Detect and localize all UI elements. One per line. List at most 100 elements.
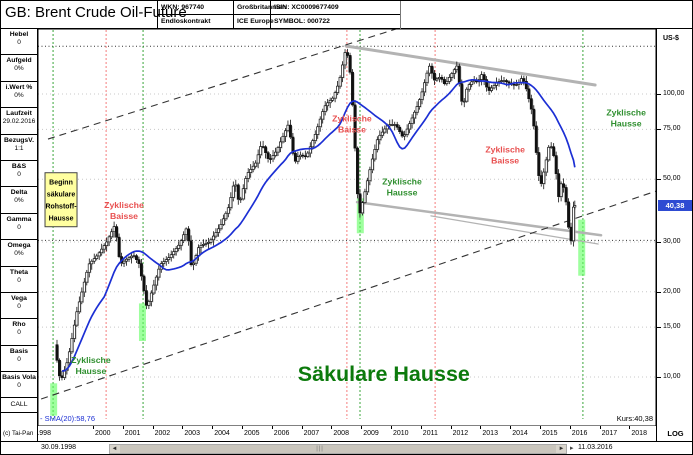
field-value: 29.02.2016 [2,118,36,126]
candle-body [467,84,471,90]
candle-body [279,141,282,148]
candle-body [390,124,394,126]
price-tick-mark [657,94,661,95]
year-tick-label: 2003 [184,430,200,437]
candle-body [311,140,315,148]
candle-body [152,284,156,294]
scroll-right-button[interactable]: ► [558,446,565,452]
candle-body [142,275,146,292]
year-tick-label: 2005 [244,430,260,437]
range-end-arrow-icon: ▸ [570,445,574,452]
candle-body [192,262,196,265]
note-box-text: säkulare [47,192,76,199]
candle-body [326,102,330,107]
price-tick-mark [657,129,661,131]
candle-body [105,241,109,246]
field-value: 0 [17,355,21,363]
candle-body [338,76,342,87]
candle-body [524,80,528,90]
field-label: Aufgeld [6,57,32,65]
candle-body [370,158,374,171]
year-tick-mark [450,426,452,429]
candle-body [343,52,347,66]
note-box-text: Beginn [49,180,73,187]
year-tick-mark [242,426,243,429]
candle-body [572,206,575,242]
wkn-label: WKN: 967740 [158,1,233,15]
candle-body [229,197,233,209]
candle-body [281,135,285,143]
scroll-left-button[interactable]: ◄ [111,446,118,452]
chart-area[interactable]: Zyklische Baisse Zyklische Hausse Zyklische B… [37,28,657,427]
year-tick-label: 2000 [95,430,111,437]
year-tick-mark [212,426,214,429]
candle-body [428,65,431,74]
field-value: 0 [17,170,21,178]
sidebar-field-delta: Delta 0% [1,187,37,214]
candle-body [179,240,183,246]
candle-body [445,81,449,85]
candle-body [333,92,337,99]
year-tick-label: 2001 [124,430,141,437]
candle-body [72,324,76,339]
year-tick-label: 2012 [452,430,469,437]
field-label: BezugsV. [4,136,34,144]
candle-body [226,207,230,214]
candle-body [261,146,265,148]
candle-body [552,146,556,156]
candle-body [420,91,424,100]
year-tick-mark [93,426,94,429]
candle-body [172,251,176,256]
sidebar-field-rho: Rho 0 [1,319,37,346]
candle-body [303,155,307,158]
scrollbar-thumb[interactable]: ||| [120,445,556,453]
candle-body [465,88,469,102]
sidebar-field-laufzeit: Laufzeit 29.02.2016 [1,108,37,135]
note-box-text: Rohstoff- [45,204,77,211]
year-tick-mark [540,426,541,429]
candle-body [301,154,305,157]
year-tick-label: 2013 [482,430,498,437]
year-tick-mark [510,426,512,429]
gray-trendline [355,200,603,237]
contract-label: Endloskontrakt [161,18,211,25]
price-tick-label: 10,00 [663,373,681,380]
candle-body [286,124,290,132]
candle-body [388,124,392,127]
sidebar-field-basis-vola: Basis Vola 0 [1,372,37,399]
gray-trendline [344,44,597,87]
candle-body [398,126,402,132]
cycle-label-red: Zyklische [332,114,372,124]
year-tick-label: 2011 [422,430,438,437]
chart-canvas[interactable]: ZyklischeBaisseZyklischeHausseZyklischeB… [37,28,657,427]
time-scrollbar[interactable]: ◄ ||| ► [109,444,567,454]
price-tick-mark [657,241,661,243]
candle-body [482,74,486,80]
year-tick-mark [152,426,154,429]
year-tick-label: 2014 [512,430,528,437]
candle-body [224,212,228,220]
candle-body [462,100,466,103]
field-value: 1:1 [14,144,24,152]
candle-body [430,65,434,74]
range-end-date: 11.03.2016 [578,444,613,451]
candle-body [452,69,456,74]
candle-body [393,124,397,126]
candle-body [341,64,345,78]
year-tick-mark [629,426,631,429]
candle-body [269,158,273,160]
price-tick-mark [657,291,661,293]
candle-body [437,77,441,80]
candle-body [435,78,439,81]
candle-body [487,86,491,91]
candle-body [157,268,161,278]
candle-body [413,111,417,119]
candle-body [184,228,188,236]
copyright-label: (c) Tai-Pan [1,426,38,442]
last-price-marker: 40,38 [658,199,692,211]
candle-body [202,244,205,246]
candle-body [336,85,340,93]
candle-body [182,234,186,241]
candle-body [537,152,541,176]
sma-legend: - SMA(20):58,76 [40,414,95,423]
